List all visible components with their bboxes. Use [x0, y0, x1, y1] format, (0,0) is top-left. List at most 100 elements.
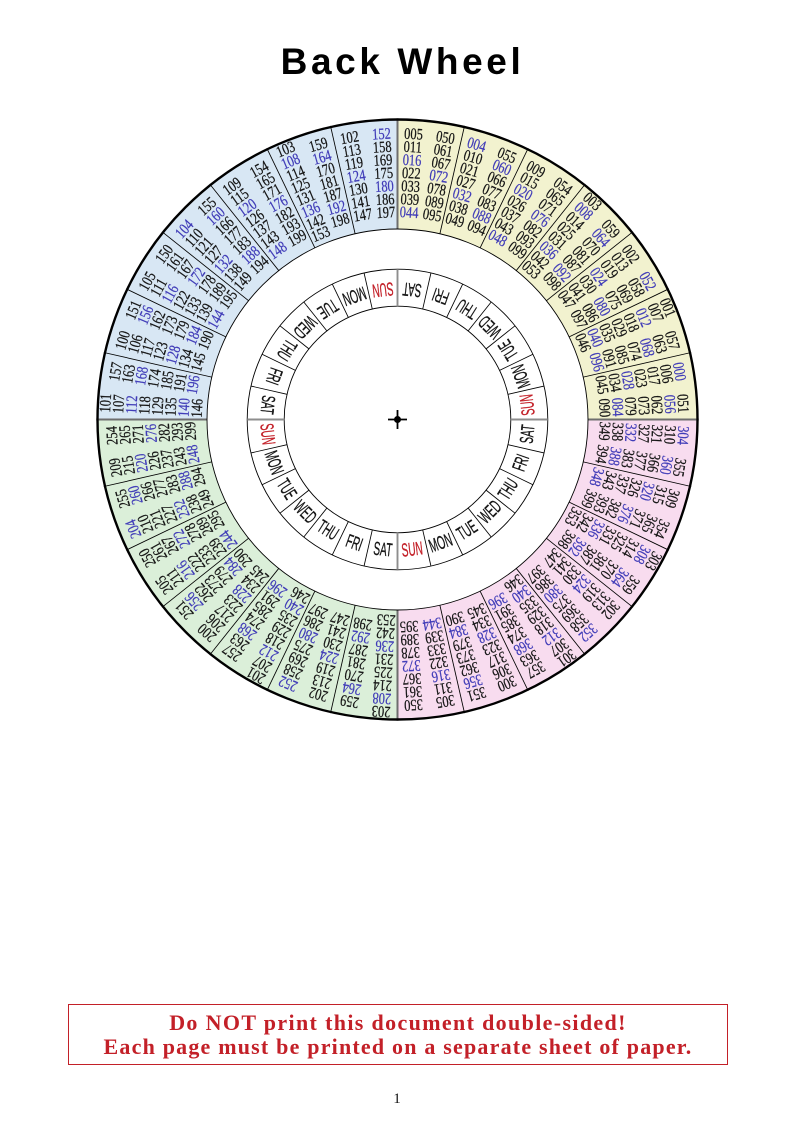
- svg-text:157: 157: [106, 361, 127, 382]
- svg-text:090: 090: [594, 398, 613, 418]
- svg-text:362: 362: [458, 657, 481, 679]
- svg-text:348: 348: [585, 465, 607, 488]
- svg-text:077: 077: [480, 180, 504, 204]
- svg-text:360: 360: [655, 454, 676, 475]
- svg-text:270: 270: [343, 665, 364, 686]
- svg-text:320: 320: [635, 480, 657, 503]
- svg-text:181: 181: [318, 172, 341, 194]
- svg-text:028: 028: [617, 370, 638, 391]
- svg-text:354: 354: [649, 517, 673, 541]
- svg-text:297: 297: [306, 599, 330, 623]
- svg-text:373: 373: [454, 645, 477, 667]
- svg-text:SUN: SUN: [371, 277, 394, 300]
- svg-text:315: 315: [648, 483, 670, 506]
- svg-text:017: 017: [643, 365, 664, 386]
- svg-text:258: 258: [281, 659, 305, 683]
- svg-text:108: 108: [279, 150, 303, 174]
- svg-text:231: 231: [374, 649, 394, 668]
- svg-text:103: 103: [274, 138, 298, 162]
- svg-text:170: 170: [314, 159, 337, 181]
- svg-text:THU: THU: [313, 516, 342, 545]
- svg-text:242: 242: [376, 623, 396, 642]
- svg-text:241: 241: [325, 620, 348, 642]
- svg-text:046: 046: [571, 331, 595, 355]
- svg-text:230: 230: [322, 632, 345, 654]
- svg-text:117: 117: [137, 337, 159, 359]
- svg-text:096: 096: [585, 351, 607, 374]
- svg-text:243: 243: [170, 446, 191, 467]
- svg-text:204: 204: [122, 517, 146, 541]
- svg-text:179: 179: [171, 318, 195, 342]
- svg-text:FRI: FRI: [343, 531, 365, 556]
- svg-text:264: 264: [341, 677, 362, 698]
- svg-text:361: 361: [403, 682, 423, 701]
- svg-text:196: 196: [183, 374, 204, 395]
- svg-text:WED: WED: [475, 497, 507, 529]
- svg-text:337: 337: [610, 473, 632, 496]
- svg-text:THU: THU: [453, 294, 482, 323]
- svg-text:226: 226: [145, 450, 166, 471]
- svg-text:MON: MON: [340, 282, 369, 310]
- svg-text:298: 298: [352, 613, 373, 634]
- svg-text:185: 185: [158, 370, 179, 391]
- svg-text:227: 227: [158, 502, 182, 526]
- svg-text:202: 202: [307, 682, 330, 704]
- svg-text:125: 125: [289, 174, 313, 198]
- svg-text:286: 286: [301, 611, 325, 635]
- svg-text:252: 252: [276, 671, 300, 695]
- svg-text:328: 328: [475, 623, 499, 647]
- svg-text:055: 055: [495, 144, 519, 168]
- svg-text:287: 287: [348, 639, 369, 660]
- svg-text:049: 049: [443, 210, 466, 232]
- svg-text:321: 321: [647, 424, 666, 444]
- svg-text:140: 140: [175, 398, 194, 418]
- svg-text:394: 394: [591, 443, 612, 464]
- svg-text:SUN: SUN: [516, 393, 539, 416]
- svg-text:152: 152: [372, 125, 392, 144]
- svg-text:173: 173: [158, 313, 182, 337]
- svg-text:TUE: TUE: [313, 294, 341, 323]
- svg-text:281: 281: [346, 652, 367, 673]
- svg-text:SAT: SAT: [372, 538, 393, 561]
- svg-text:187: 187: [322, 185, 345, 207]
- svg-text:372: 372: [401, 656, 421, 675]
- svg-text:338: 338: [608, 422, 627, 442]
- svg-text:265: 265: [116, 425, 135, 445]
- svg-text:382: 382: [601, 497, 625, 521]
- svg-text:248: 248: [183, 443, 204, 464]
- svg-text:310: 310: [660, 425, 679, 445]
- svg-text:163: 163: [119, 363, 140, 384]
- svg-text:283: 283: [163, 473, 185, 496]
- svg-text:112: 112: [123, 395, 142, 414]
- svg-text:266: 266: [137, 480, 159, 503]
- svg-text:292: 292: [350, 626, 371, 647]
- svg-text:072: 072: [428, 167, 449, 188]
- svg-text:027: 027: [454, 172, 477, 194]
- svg-text:134: 134: [175, 347, 197, 370]
- svg-text:WED: WED: [289, 311, 321, 343]
- svg-text:040: 040: [583, 326, 607, 350]
- svg-text:294: 294: [188, 465, 210, 488]
- svg-text:209: 209: [106, 457, 127, 478]
- svg-text:215: 215: [119, 454, 140, 475]
- svg-text:118: 118: [136, 396, 155, 415]
- svg-text:094: 094: [465, 217, 489, 241]
- svg-text:316: 316: [430, 665, 451, 686]
- svg-text:304: 304: [673, 426, 692, 446]
- svg-text:317: 317: [485, 647, 509, 671]
- svg-text:063: 063: [648, 333, 670, 356]
- svg-text:198: 198: [329, 210, 352, 232]
- svg-text:192: 192: [325, 197, 348, 219]
- svg-text:113: 113: [341, 141, 362, 162]
- svg-text:091: 091: [598, 347, 620, 370]
- svg-text:376: 376: [613, 502, 637, 526]
- svg-text:393: 393: [589, 492, 613, 516]
- svg-text:101: 101: [97, 393, 116, 413]
- svg-text:TUE: TUE: [453, 516, 481, 545]
- svg-text:275: 275: [291, 635, 315, 659]
- svg-text:247: 247: [329, 607, 352, 629]
- svg-text:367: 367: [402, 669, 422, 688]
- svg-text:038: 038: [447, 197, 470, 219]
- svg-text:153: 153: [309, 223, 333, 247]
- svg-text:SAT: SAT: [402, 277, 423, 300]
